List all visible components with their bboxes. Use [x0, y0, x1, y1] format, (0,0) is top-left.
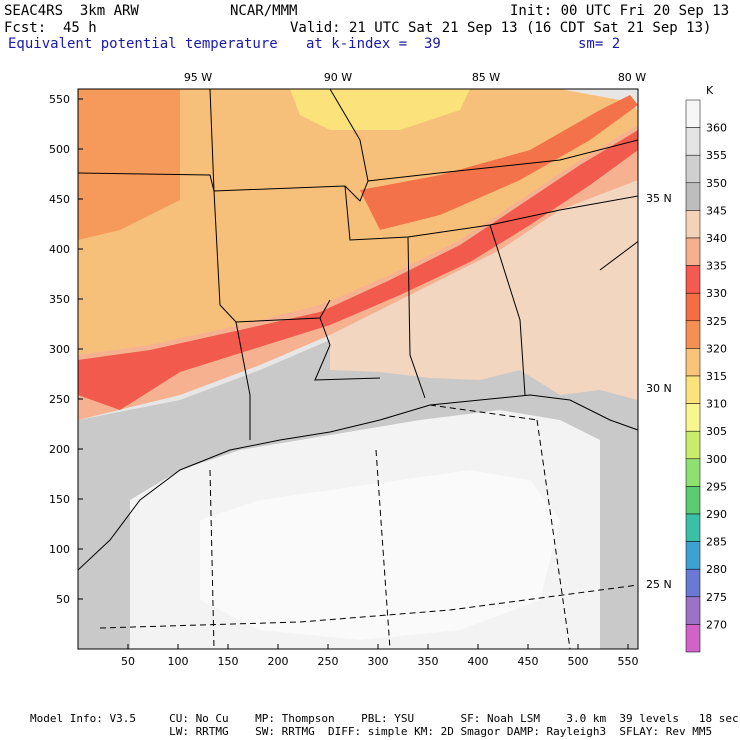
latitude-label: 25 N	[646, 578, 672, 591]
colorbar-swatch	[685, 320, 701, 349]
colorbar-swatch	[685, 541, 701, 570]
init-time: Init: 00 UTC Fri 20 Sep 13	[510, 3, 730, 19]
colorbar-swatch	[685, 430, 701, 460]
level-index: at k-index = 39	[306, 36, 441, 52]
colorbar-swatch	[685, 265, 701, 294]
x-tick-label: 550	[618, 655, 639, 668]
colorbar-label: 285	[706, 536, 727, 549]
y-tick-label: 50	[56, 593, 70, 606]
x-axis: 50 100 150 200 250 300 350 400 450 500 550	[121, 644, 639, 668]
model-title: SEAC4RS 3km ARW	[4, 3, 139, 19]
x-tick-label: 250	[318, 655, 339, 668]
colorbar-swatch	[685, 513, 701, 542]
x-tick-label: 400	[468, 655, 489, 668]
y-tick-label: 350	[49, 293, 70, 306]
x-tick-label: 100	[168, 655, 189, 668]
y-tick-label: 150	[49, 493, 70, 506]
colorbar-label: 320	[706, 342, 727, 355]
valid-time: Valid: 21 UTC Sat 21 Sep 13 (16 CDT Sat …	[290, 20, 712, 36]
colorbar-label: 345	[706, 204, 727, 217]
longitude-label: 85 W	[472, 71, 500, 84]
latlon-grid	[99, 404, 638, 649]
colorbar-swatch	[685, 99, 701, 128]
x-tick-label: 50	[121, 655, 135, 668]
model-info-line-2: LW: RRTMG SW: RRTMG DIFF: simple KM: 2D …	[30, 725, 713, 738]
y-tick-label: 250	[49, 393, 70, 406]
x-tick-label: 500	[568, 655, 589, 668]
x-tick-label: 200	[268, 655, 289, 668]
smoothing: sm= 2	[578, 36, 621, 52]
y-tick-label: 100	[49, 543, 70, 556]
colorbar-swatch	[685, 348, 701, 377]
colorbar-label: 325	[706, 315, 727, 328]
longitude-label: 90 W	[324, 71, 352, 84]
longitude-labels: 95 W 90 W 85 W 80 W	[184, 71, 646, 84]
map-fill-field	[78, 89, 638, 649]
colorbar-swatch	[685, 127, 701, 156]
field-name: Equivalent potential temperature	[8, 36, 278, 52]
colorbar-label: 300	[706, 453, 727, 466]
colorbar-label: 280	[706, 563, 727, 576]
colorbar-label: 335	[706, 260, 727, 273]
colorbar-label: 330	[706, 287, 727, 300]
colorbar-swatch	[685, 182, 701, 211]
colorbar-swatch	[685, 292, 701, 322]
colorbar-swatch	[685, 237, 701, 266]
x-tick-label: 350	[418, 655, 439, 668]
colorbar-label: 360	[706, 122, 727, 135]
y-tick-label: 500	[49, 143, 70, 156]
colorbar-label: 315	[706, 370, 727, 383]
colorbar-swatch	[685, 154, 701, 184]
colorbar-swatch	[685, 403, 701, 432]
y-tick-label: 400	[49, 243, 70, 256]
colorbar-unit: K	[706, 84, 714, 97]
y-tick-label: 450	[49, 193, 70, 206]
color-bar: K 360 355 350 345 340 335 330 325 320 315 310 305 30…	[685, 84, 727, 653]
y-tick-label: 300	[49, 343, 70, 356]
colorbar-label: 275	[706, 591, 727, 604]
forecast-hour: Fcst: 45 h	[4, 20, 97, 36]
colorbar-swatch	[685, 486, 701, 515]
colorbar-label: 350	[706, 177, 727, 190]
colorbar-swatch	[685, 458, 701, 487]
colorbar-swatch	[685, 624, 701, 653]
colorbar-swatch	[685, 596, 701, 625]
y-tick-label: 550	[49, 93, 70, 106]
colorbar-label: 305	[706, 425, 727, 438]
x-tick-label: 300	[368, 655, 389, 668]
colorbar-label: 295	[706, 480, 727, 493]
organization: NCAR/MMM	[230, 3, 298, 19]
colorbar-label: 355	[706, 149, 727, 162]
colorbar-label: 290	[706, 508, 727, 521]
colorbar-swatch	[685, 375, 701, 404]
colorbar-swatch	[685, 568, 701, 598]
boundary-lines	[78, 89, 638, 571]
latitude-label: 30 N	[646, 382, 672, 395]
y-tick-label: 200	[49, 443, 70, 456]
colorbar-label: 310	[706, 398, 727, 411]
plot-frame	[77, 88, 639, 650]
y-axis: 50 100 150 200 250 300 350 400 450 500 550	[49, 93, 83, 606]
latitude-label: 35 N	[646, 192, 672, 205]
colorbar-swatch	[685, 210, 701, 239]
latitude-labels: 35 N 30 N 25 N	[646, 192, 672, 591]
x-tick-label: 450	[518, 655, 539, 668]
longitude-label: 95 W	[184, 71, 212, 84]
longitude-label: 80 W	[618, 71, 646, 84]
colorbar-label: 340	[706, 232, 727, 245]
x-tick-label: 150	[218, 655, 239, 668]
colorbar-label: 270	[706, 618, 727, 631]
model-info-line-1: Model Info: V3.5 CU: No Cu MP: Thompson …	[30, 712, 739, 725]
